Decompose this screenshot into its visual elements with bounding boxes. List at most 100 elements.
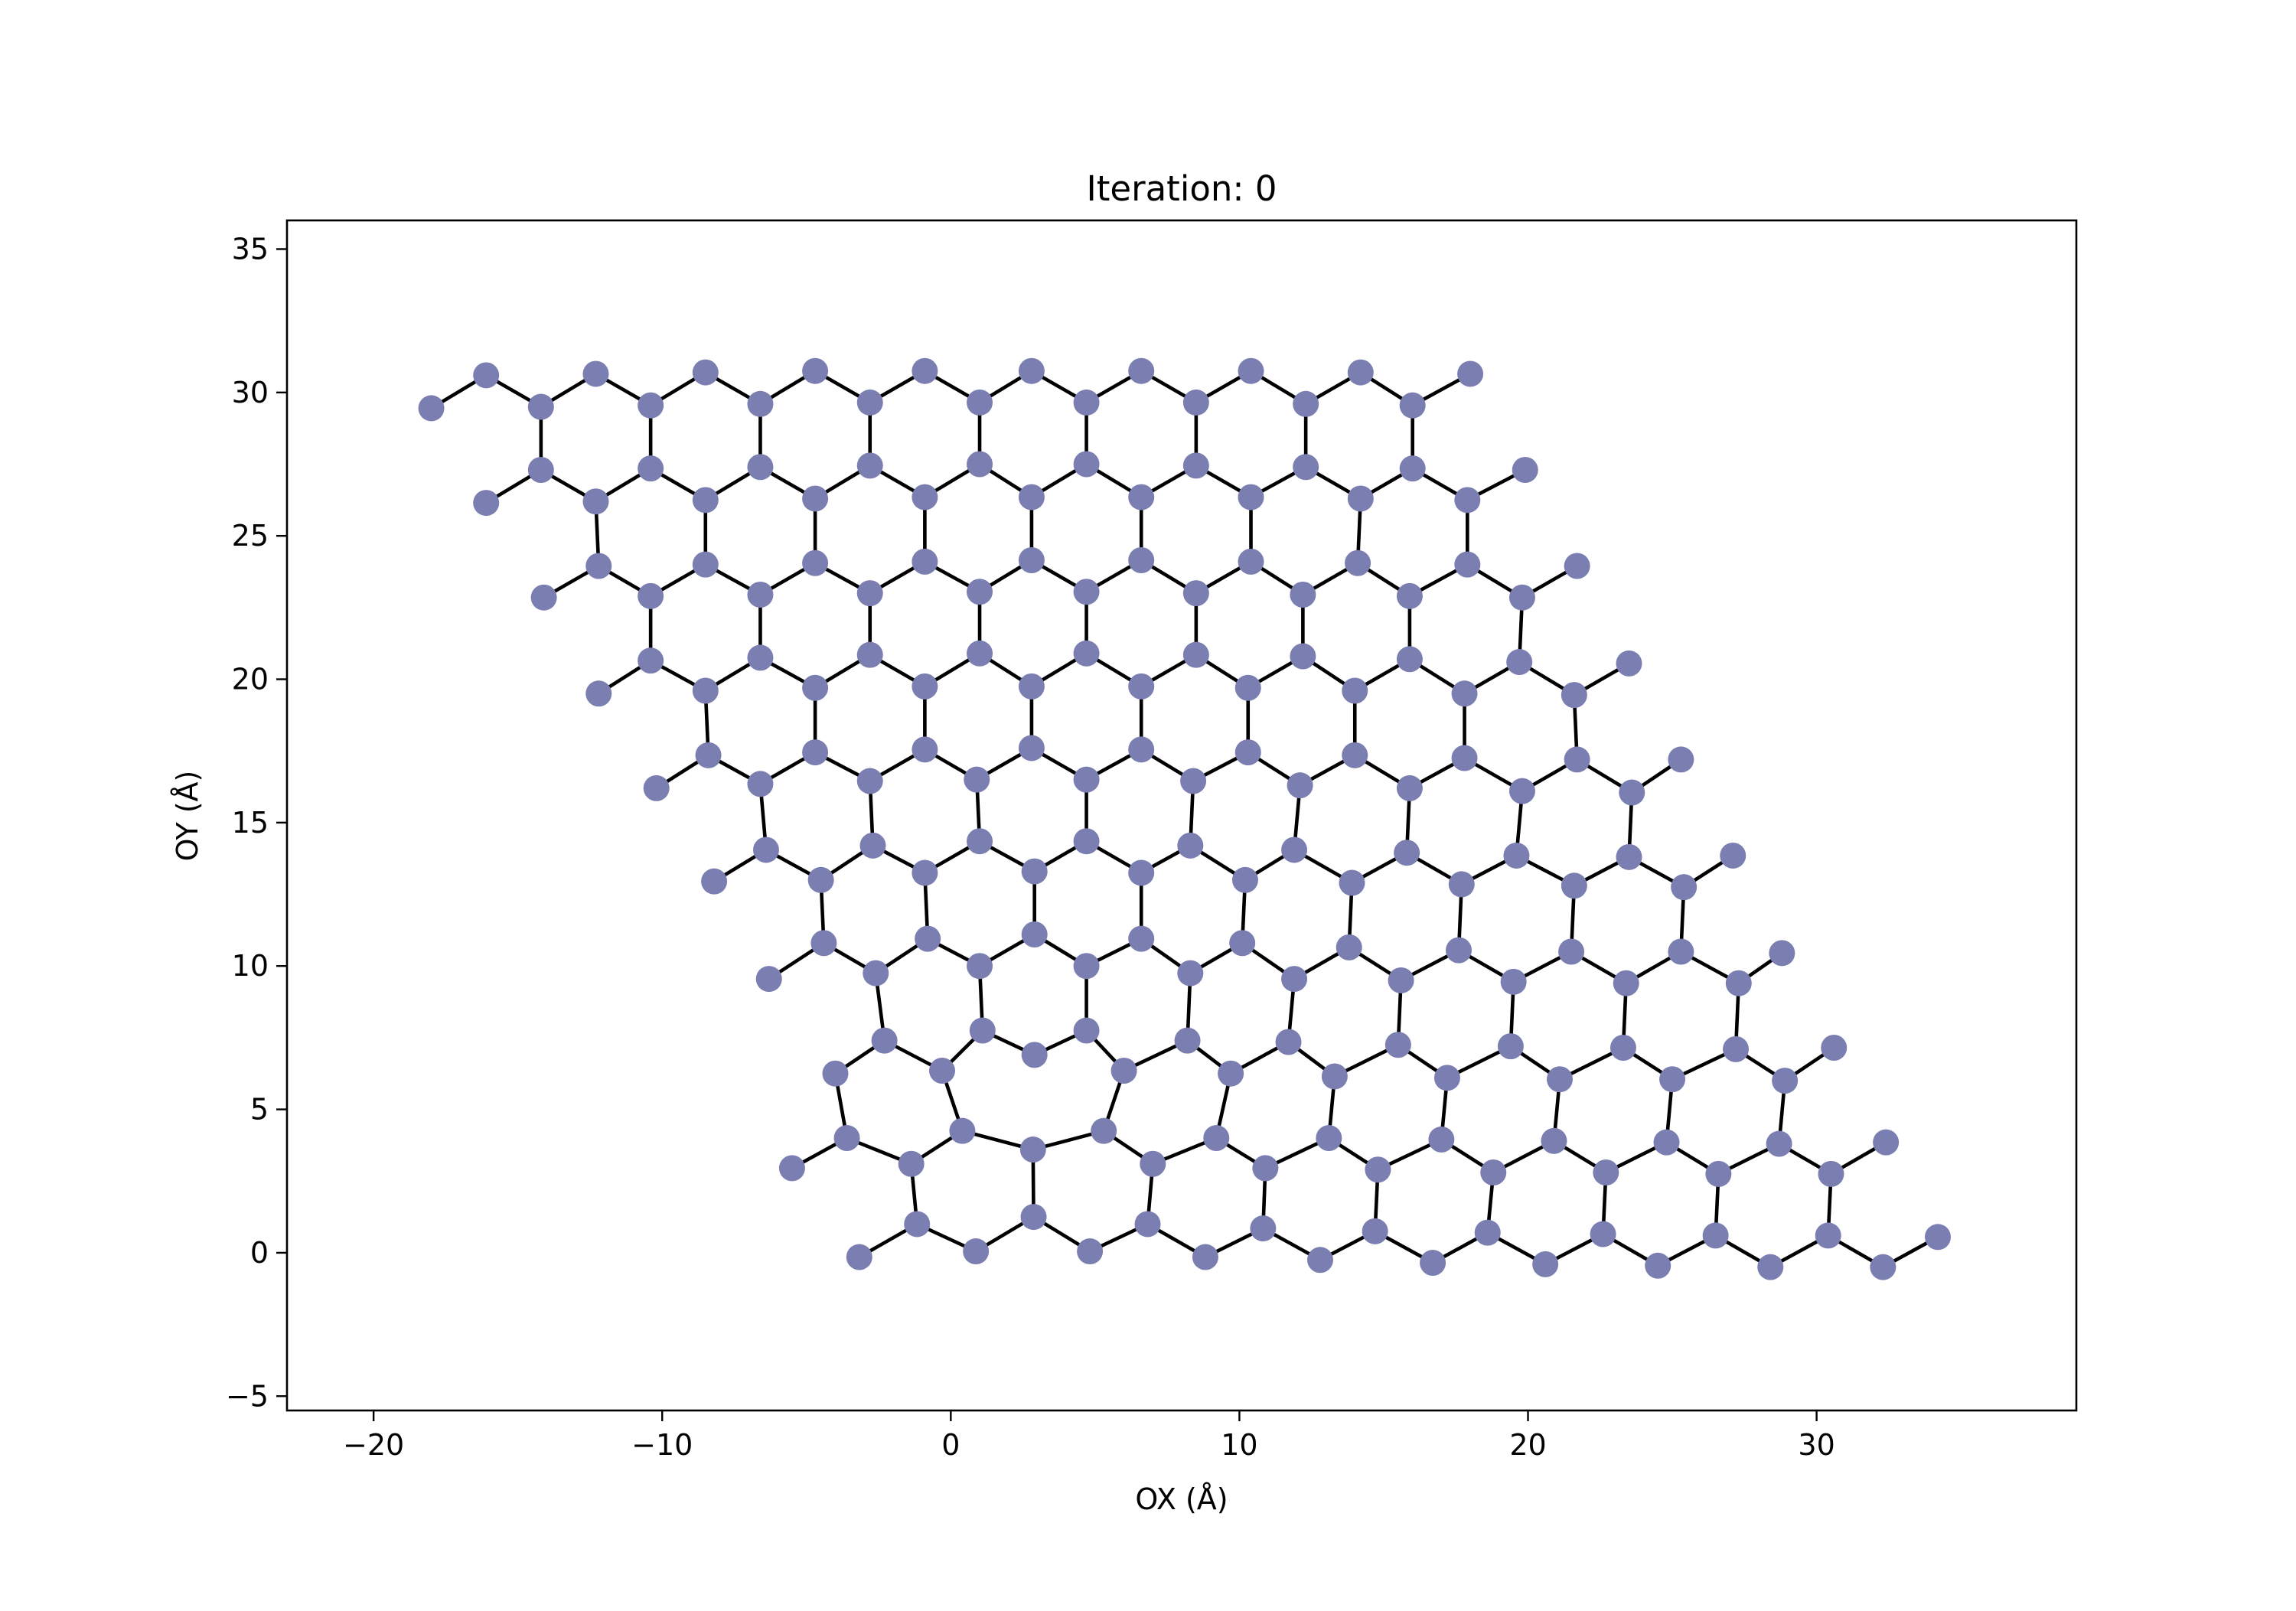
y-tick-label: 20 [232, 663, 269, 696]
atom-point [1766, 1130, 1792, 1157]
atom-point [1293, 454, 1319, 481]
atom-point [1073, 451, 1100, 478]
atom-point [755, 966, 782, 993]
atom-point [1018, 484, 1045, 510]
atom-point [1512, 456, 1538, 483]
atom-point [1275, 1029, 1302, 1055]
atom-point [1128, 484, 1155, 510]
atom-point [1073, 1017, 1100, 1044]
y-tick-label: 25 [232, 519, 269, 553]
atom-point [863, 960, 889, 986]
atom-point [692, 359, 719, 386]
atom-point [1561, 682, 1587, 709]
atom-point [1818, 1160, 1844, 1187]
atom-point [802, 739, 829, 766]
atom-point [1362, 1218, 1388, 1244]
x-axis-label: OX (Å) [1135, 1482, 1228, 1516]
atom-point [1532, 1251, 1559, 1277]
atom-point [752, 836, 779, 863]
atom-point [1018, 357, 1045, 384]
atom-point [1420, 1250, 1446, 1277]
atom-point [582, 488, 609, 515]
atom-point [802, 674, 829, 701]
atom-point [1281, 836, 1308, 863]
atom-point [473, 490, 500, 517]
atom-point [1702, 1222, 1729, 1249]
atom-point [871, 1027, 898, 1054]
atom-point [1177, 832, 1204, 859]
atom-point [1203, 1125, 1230, 1152]
atom-point [1769, 940, 1795, 967]
atom-point [1252, 1155, 1279, 1182]
atom-point [846, 1244, 872, 1270]
atom-point [1128, 859, 1155, 886]
atom-point [1345, 550, 1371, 576]
atom-point [1020, 1204, 1047, 1231]
atom-point [1234, 739, 1261, 766]
atom-point [1448, 871, 1475, 898]
atom-point [643, 775, 670, 801]
atom-point [1316, 1125, 1342, 1152]
atom-point [856, 768, 883, 794]
atom-point [1238, 357, 1264, 384]
atom-point [1396, 582, 1423, 609]
atom-point [802, 357, 829, 384]
atom-point [1336, 934, 1362, 960]
atom-point [1609, 1035, 1636, 1061]
atom-point [1446, 937, 1473, 964]
atom-point [912, 736, 938, 763]
atom-point [1384, 1032, 1411, 1058]
atom-point [856, 580, 883, 607]
atom-point [1497, 1033, 1524, 1060]
atom-point [692, 487, 719, 514]
atom-point [1182, 452, 1209, 479]
atom-point [1229, 930, 1256, 957]
atom-point [747, 390, 774, 417]
atom-point [967, 389, 993, 416]
atom-point [915, 925, 941, 952]
atom-point [929, 1057, 956, 1084]
atom-point [1757, 1254, 1784, 1280]
atom-point [1451, 680, 1478, 707]
atom-point [1180, 768, 1207, 794]
atom-point [1671, 874, 1698, 901]
atom-point [1077, 1238, 1104, 1265]
atom-point [1433, 1065, 1460, 1091]
atom-point [969, 1017, 996, 1044]
atom-point [1365, 1156, 1391, 1183]
chart-title: Iteration: 0 [1087, 168, 1277, 209]
atom-point [692, 551, 719, 578]
atom-point [1134, 1211, 1161, 1238]
atom-point [1238, 484, 1264, 510]
atom-point [1287, 772, 1313, 799]
atom-point [1342, 677, 1368, 704]
atom-point [1290, 581, 1316, 608]
atom-point [1321, 1063, 1348, 1090]
atom-point [964, 766, 990, 793]
atom-point [1073, 766, 1100, 793]
y-tick-label: 35 [232, 232, 269, 266]
atom-point [1073, 640, 1100, 667]
axes-frame [285, 219, 2078, 1412]
atom-point [1021, 1042, 1048, 1068]
atom-point [1018, 735, 1045, 761]
atom-point [1128, 925, 1155, 952]
atom-point [822, 1060, 849, 1087]
atom-point [1558, 938, 1585, 965]
atom-point [747, 644, 774, 671]
atom-point [1593, 1159, 1619, 1185]
atom-point [1238, 548, 1264, 575]
atom-point [856, 389, 883, 416]
atom-point [802, 485, 829, 512]
atom-point [1500, 968, 1527, 995]
atom-point [1347, 485, 1374, 512]
y-tick-label: −5 [226, 1379, 269, 1413]
atom-point [1218, 1060, 1244, 1087]
atom-point [1174, 1027, 1201, 1054]
atom-point [1474, 1219, 1501, 1246]
y-tick-label: 30 [232, 376, 269, 409]
atom-point [1564, 746, 1590, 773]
atom-point [1564, 553, 1590, 579]
atom-point [912, 673, 938, 700]
